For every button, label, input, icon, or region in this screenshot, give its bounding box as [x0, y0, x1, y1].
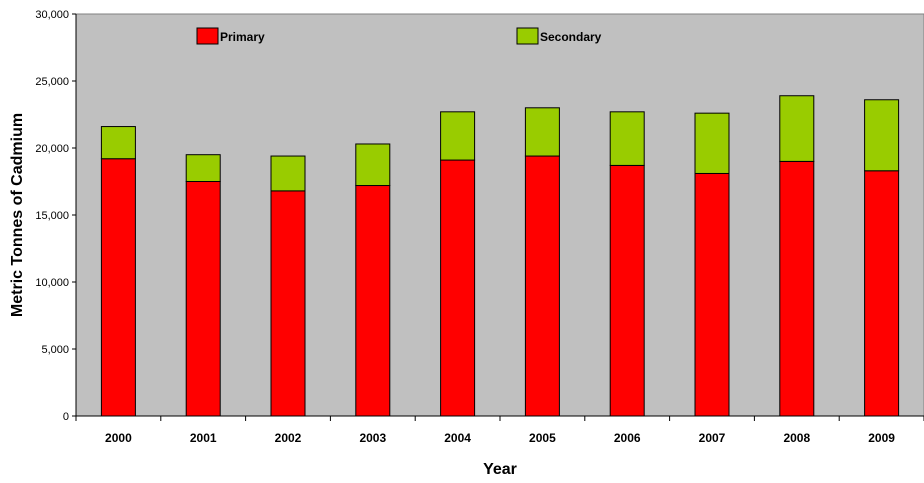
y-axis-ticks: 0 5,000 10,000 15,000 20,000 25,000 30,000	[35, 9, 76, 423]
bar-primary-2004	[440, 159, 476, 417]
y-tick-label: 25,000	[35, 76, 69, 88]
y-tick-label: 0	[63, 411, 69, 423]
y-tick-label: 20,000	[35, 143, 69, 155]
x-tick-label: 2006	[614, 431, 641, 445]
bar-secondary-2004	[440, 111, 476, 161]
legend-label-primary: Primary	[220, 30, 265, 44]
bar-primary-2001	[185, 181, 221, 417]
y-tick-label: 30,000	[35, 9, 69, 21]
x-tick-label: 2009	[868, 431, 895, 445]
x-tick-label: 2002	[275, 431, 302, 445]
x-tick-label: 2005	[529, 431, 556, 445]
bar-secondary-2005	[524, 107, 560, 157]
bar-primary-2005	[524, 155, 560, 417]
bar-primary-2002	[270, 190, 306, 417]
x-tick-label: 2008	[783, 431, 810, 445]
bars	[100, 95, 900, 417]
x-tick-label: 2000	[105, 431, 132, 445]
bar-primary-2000	[100, 158, 136, 417]
y-tick-label: 5,000	[41, 344, 69, 356]
y-tick-label: 15,000	[35, 210, 69, 222]
bar-secondary-2002	[270, 155, 306, 192]
legend-label-secondary: Secondary	[540, 30, 602, 44]
bar-primary-2008	[779, 160, 815, 417]
y-tick-label: 10,000	[35, 277, 69, 289]
bar-secondary-2009	[864, 99, 900, 172]
bar-secondary-2007	[694, 112, 730, 174]
x-axis-title: Year	[483, 461, 517, 478]
bar-secondary-2006	[609, 111, 645, 166]
bar-secondary-2000	[100, 126, 136, 160]
bar-secondary-2008	[779, 95, 815, 162]
x-axis-ticks: 2000 2001 2002 2003 2004 2005 2006 2007 2008 2009	[75, 416, 924, 445]
x-tick-label: 2007	[699, 431, 726, 445]
bar-primary-2009	[864, 170, 900, 417]
bar-primary-2007	[694, 172, 730, 417]
x-tick-label: 2004	[444, 431, 471, 445]
legend-swatch-secondary	[516, 27, 539, 45]
legend: Primary Secondary	[196, 27, 602, 45]
bar-secondary-2003	[355, 143, 391, 187]
x-tick-label: 2003	[359, 431, 386, 445]
bar-secondary-2001	[185, 154, 221, 182]
legend-swatch-primary	[196, 27, 219, 45]
y-axis-title: Metric Tonnes of Cadmium	[9, 113, 26, 317]
bar-primary-2006	[609, 164, 645, 417]
x-tick-label: 2001	[190, 431, 217, 445]
bar-primary-2003	[355, 185, 391, 417]
